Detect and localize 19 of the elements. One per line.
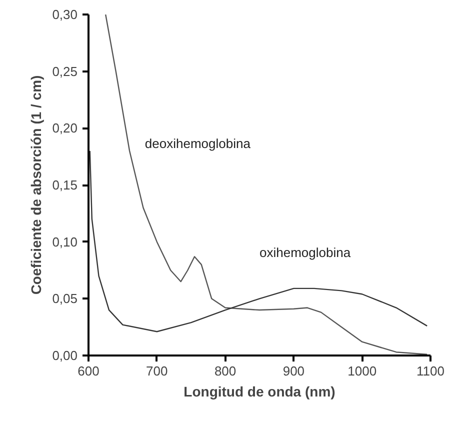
- y-tick-label: 0,30: [52, 7, 78, 22]
- x-tick-label: 800: [214, 364, 236, 378]
- x-tick-label: 900: [282, 364, 305, 378]
- x-axis-title: Longitud de onda (nm): [184, 384, 336, 400]
- y-tick-label: 0,00: [52, 348, 78, 363]
- x-tick-label: 1000: [348, 364, 377, 378]
- y-tick-label: 0,05: [52, 291, 78, 306]
- y-tick-label: 0,20: [52, 120, 78, 136]
- y-axis-title: Coeficiente de absorción (1 / cm): [28, 75, 44, 295]
- text: oxihemoglobina: [260, 245, 352, 260]
- x-tick-label: 700: [146, 364, 168, 378]
- x-tick-label: 600: [78, 364, 100, 378]
- x-tick-label: 1100: [416, 364, 444, 378]
- line-series: [89, 150, 428, 332]
- line-series: [105, 14, 428, 355]
- y-tick-label: 0,15: [52, 178, 78, 192]
- y-tick-label: 0,10: [52, 234, 78, 250]
- series-label: deoxihemoglobina: [144, 136, 252, 151]
- y-tick-label: 0,25: [52, 64, 78, 79]
